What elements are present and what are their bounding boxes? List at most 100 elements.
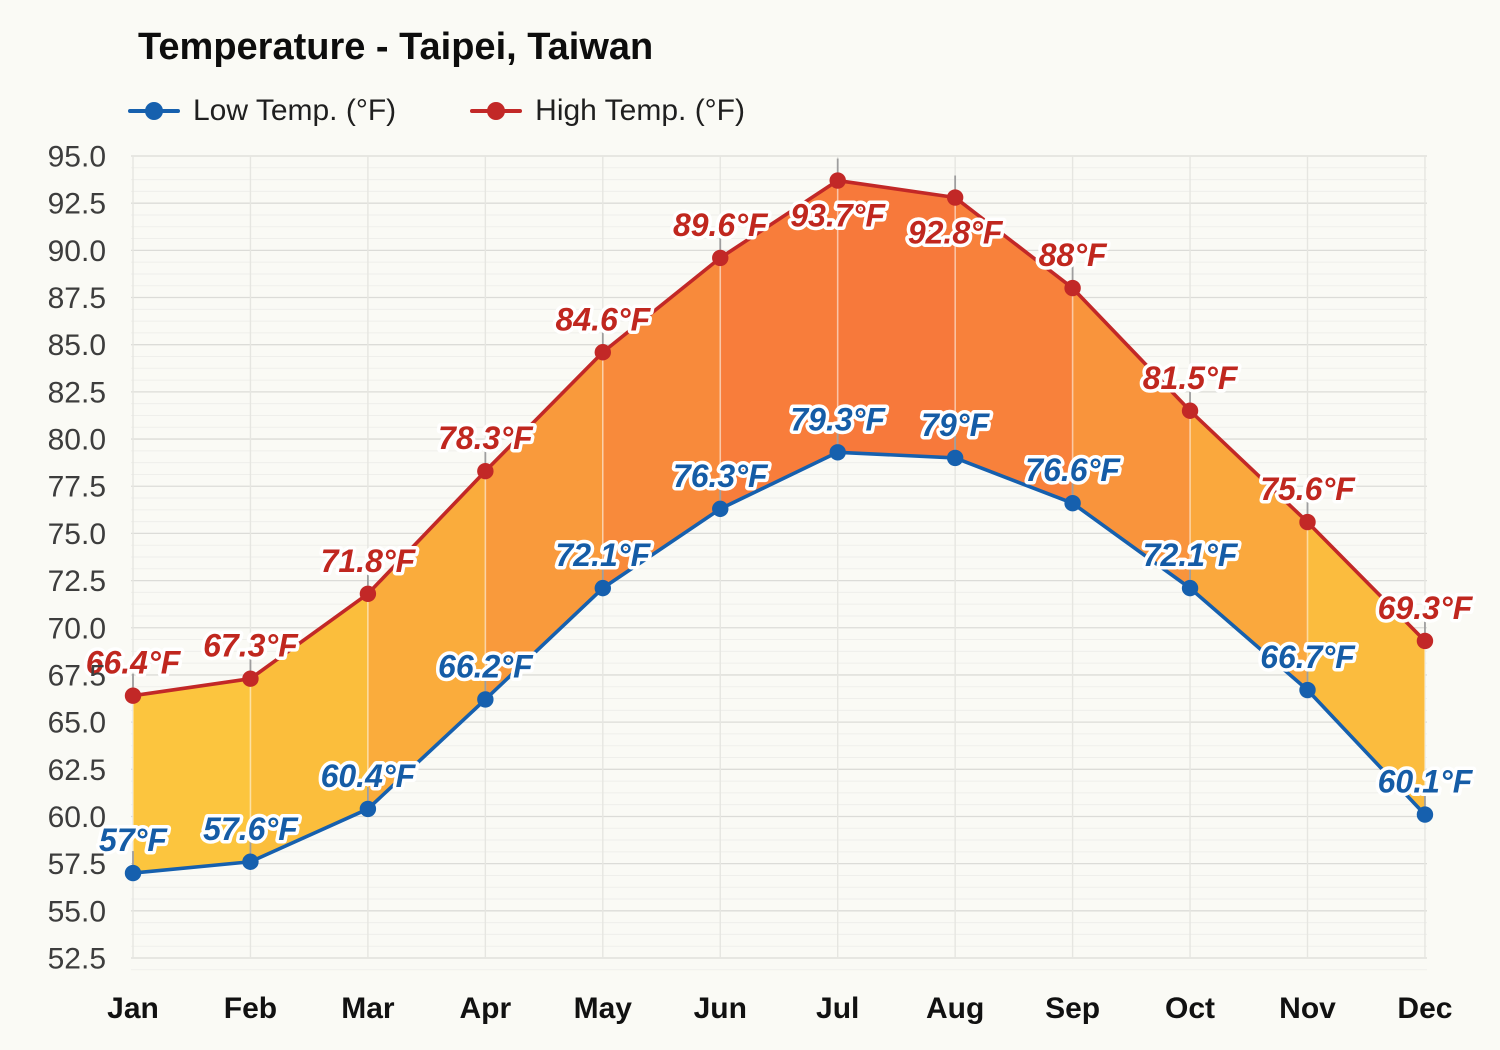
low-temp-label-apr: 66.2°F: [438, 648, 534, 684]
legend-label-low: Low Temp. (°F): [193, 94, 397, 127]
low-temp-label-oct: 72.1°F: [1143, 537, 1239, 573]
x-tick-label: Feb: [224, 992, 277, 1025]
low-temp-label-feb: 57.6°F: [203, 811, 299, 847]
low-temp-point-may: [594, 579, 611, 597]
low-temp-label-sep: 76.6°F: [1025, 452, 1121, 488]
legend-item-low: Low Temp. (°F): [128, 94, 396, 128]
low-temp-label-jul: 79.3°F: [790, 401, 886, 437]
x-tick-label: Dec: [1397, 992, 1452, 1025]
area-band: [837, 180, 956, 458]
legend-item-high: High Temp. (°F): [470, 94, 745, 128]
low-temp-label-may: 72.1°F: [555, 537, 651, 573]
low-temp-label-jun: 76.3°F: [673, 458, 769, 494]
y-tick-label: 67.5: [48, 659, 106, 692]
high-temp-point-jun: [712, 249, 729, 267]
high-temp-point-may: [594, 344, 611, 361]
low-temp-line: [132, 450, 1427, 875]
y-tick-label: 72.5: [48, 565, 106, 598]
high-temp-point-sep: [1064, 279, 1081, 297]
area-band: [720, 180, 838, 509]
y-tick-label: 85.0: [48, 329, 106, 362]
low-temp-point-dec: [1416, 806, 1434, 823]
y-tick-label: 52.5: [48, 943, 106, 976]
low-temp-point-mar: [359, 800, 377, 818]
y-tick-label: 55.0: [48, 895, 106, 928]
y-tick-label: 87.5: [48, 282, 106, 315]
high-temp-label-feb: 67.3°F: [203, 628, 299, 664]
high-temp-point-dec: [1416, 632, 1434, 650]
low-temp-label-mar: 60.4°F: [321, 758, 417, 794]
high-temp-point-mar: [359, 585, 377, 602]
low-temp-point-jul: [829, 444, 846, 461]
high-temp-label-sep: 88°F: [1039, 237, 1108, 273]
high-temp-label-apr: 78.3°F: [438, 420, 534, 456]
low-temp-point-jan: [124, 864, 142, 882]
low-temp-point-apr: [477, 691, 494, 708]
low-temp-point-oct: [1181, 579, 1199, 597]
y-tick-label: 60.0: [48, 801, 106, 834]
y-tick-label: 77.5: [48, 471, 106, 504]
x-tick-label: Apr: [460, 992, 512, 1025]
y-tick-label: 62.5: [48, 754, 106, 787]
area-band: [955, 197, 1073, 504]
area-band: [1307, 522, 1425, 815]
high-temp-label-jul: 93.7°F: [790, 198, 886, 234]
low-temp-point-aug: [946, 449, 964, 467]
y-tick-label: 82.5: [48, 376, 106, 409]
low-temp-label-jan: 57°F: [99, 822, 168, 858]
low-temp-label-dec: 60.1°F: [1378, 764, 1474, 800]
chart-title: Temperature - Taipei, Taiwan: [138, 26, 654, 68]
area-band: [602, 257, 721, 589]
high-temp-label-mar: 71.8°F: [321, 543, 417, 579]
x-tick-label: Sep: [1045, 992, 1100, 1025]
x-tick-label: May: [574, 992, 633, 1025]
high-temp-label-may: 84.6°F: [555, 301, 651, 337]
y-tick-label: 95.0: [48, 141, 106, 174]
chart-legend: Low Temp. (°F) High Temp. (°F): [128, 94, 745, 128]
area-band: [485, 352, 603, 700]
x-tick-label: Jul: [816, 992, 859, 1025]
area-band: [250, 593, 368, 862]
low-temp-point-jun: [712, 500, 729, 518]
low-temp-label-aug: 79°F: [921, 407, 990, 443]
high-temp-point-jul: [829, 172, 846, 189]
area-band: [133, 678, 251, 874]
x-tick-label: Nov: [1279, 992, 1336, 1025]
y-tick-label: 90.0: [48, 235, 106, 268]
high-temp-point-aug: [946, 189, 964, 206]
x-tick-label: Jun: [694, 992, 747, 1025]
high-temp-point-nov: [1299, 513, 1316, 531]
high-temp-line: [132, 178, 1427, 698]
legend-label-high: High Temp. (°F): [535, 94, 745, 127]
x-tick-label: Aug: [926, 992, 984, 1025]
low-temp-point-sep: [1064, 495, 1081, 512]
high-temp-label-oct: 81.5°F: [1143, 360, 1239, 396]
high-temp-label-jun: 89.6°F: [673, 207, 769, 243]
high-temp-label-nov: 75.6°F: [1260, 471, 1356, 507]
area-band: [1072, 288, 1191, 589]
y-tick-label: 92.5: [48, 188, 106, 221]
high-temp-point-jan: [124, 687, 142, 704]
high-temp-label-dec: 69.3°F: [1378, 590, 1474, 626]
high-temp-point-feb: [242, 670, 259, 687]
y-tick-label: 75.0: [48, 518, 106, 551]
x-tick-label: Mar: [341, 992, 395, 1025]
low-temp-point-nov: [1299, 681, 1316, 699]
high-temp-label-jan: 66.4°F: [86, 645, 182, 681]
y-tick-label: 80.0: [48, 424, 106, 457]
high-temp-point-oct: [1181, 402, 1199, 419]
x-tick-label: Oct: [1165, 992, 1215, 1025]
low-series-marker-icon: [128, 101, 180, 121]
low-temp-label-nov: 66.7°F: [1260, 639, 1356, 675]
area-band: [1190, 410, 1308, 691]
low-temp-point-feb: [242, 853, 259, 870]
high-temp-point-apr: [477, 462, 494, 480]
high-temp-label-aug: 92.8°F: [908, 215, 1004, 251]
y-tick-label: 70.0: [48, 612, 106, 645]
high-series-marker-icon: [470, 101, 523, 121]
x-tick-label: Jan: [107, 992, 159, 1025]
y-tick-label: 65.0: [48, 707, 106, 740]
y-tick-label: 57.5: [48, 848, 106, 881]
